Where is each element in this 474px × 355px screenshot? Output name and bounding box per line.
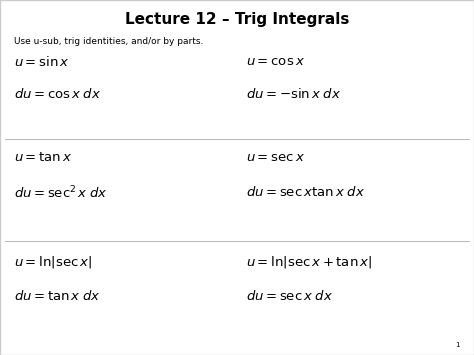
Text: 1: 1 [456, 342, 460, 348]
Text: $du = \tan x\; dx$: $du = \tan x\; dx$ [14, 289, 101, 303]
Text: $u = \ln|\sec x|$: $u = \ln|\sec x|$ [14, 254, 92, 270]
Text: $du = \sec x\tan x\; dx$: $du = \sec x\tan x\; dx$ [246, 185, 365, 198]
Text: $du = {-}\sin x\; dx$: $du = {-}\sin x\; dx$ [246, 87, 342, 101]
Text: Use u-sub, trig identities, and/or by parts.: Use u-sub, trig identities, and/or by pa… [14, 37, 204, 46]
Text: $u = \cos x$: $u = \cos x$ [246, 55, 306, 68]
Text: $u = \sec x$: $u = \sec x$ [246, 151, 306, 164]
Text: $du = \cos x\; dx$: $du = \cos x\; dx$ [14, 87, 101, 101]
Text: $u = \tan x$: $u = \tan x$ [14, 151, 73, 164]
Text: $u = \ln|\sec x + \tan x|$: $u = \ln|\sec x + \tan x|$ [246, 254, 373, 270]
Text: $du = \sec^2 x\; dx$: $du = \sec^2 x\; dx$ [14, 185, 108, 201]
Text: $du = \sec x\; dx$: $du = \sec x\; dx$ [246, 289, 334, 303]
Text: $u = \sin x$: $u = \sin x$ [14, 55, 70, 69]
Text: Lecture 12 – Trig Integrals: Lecture 12 – Trig Integrals [125, 12, 349, 27]
